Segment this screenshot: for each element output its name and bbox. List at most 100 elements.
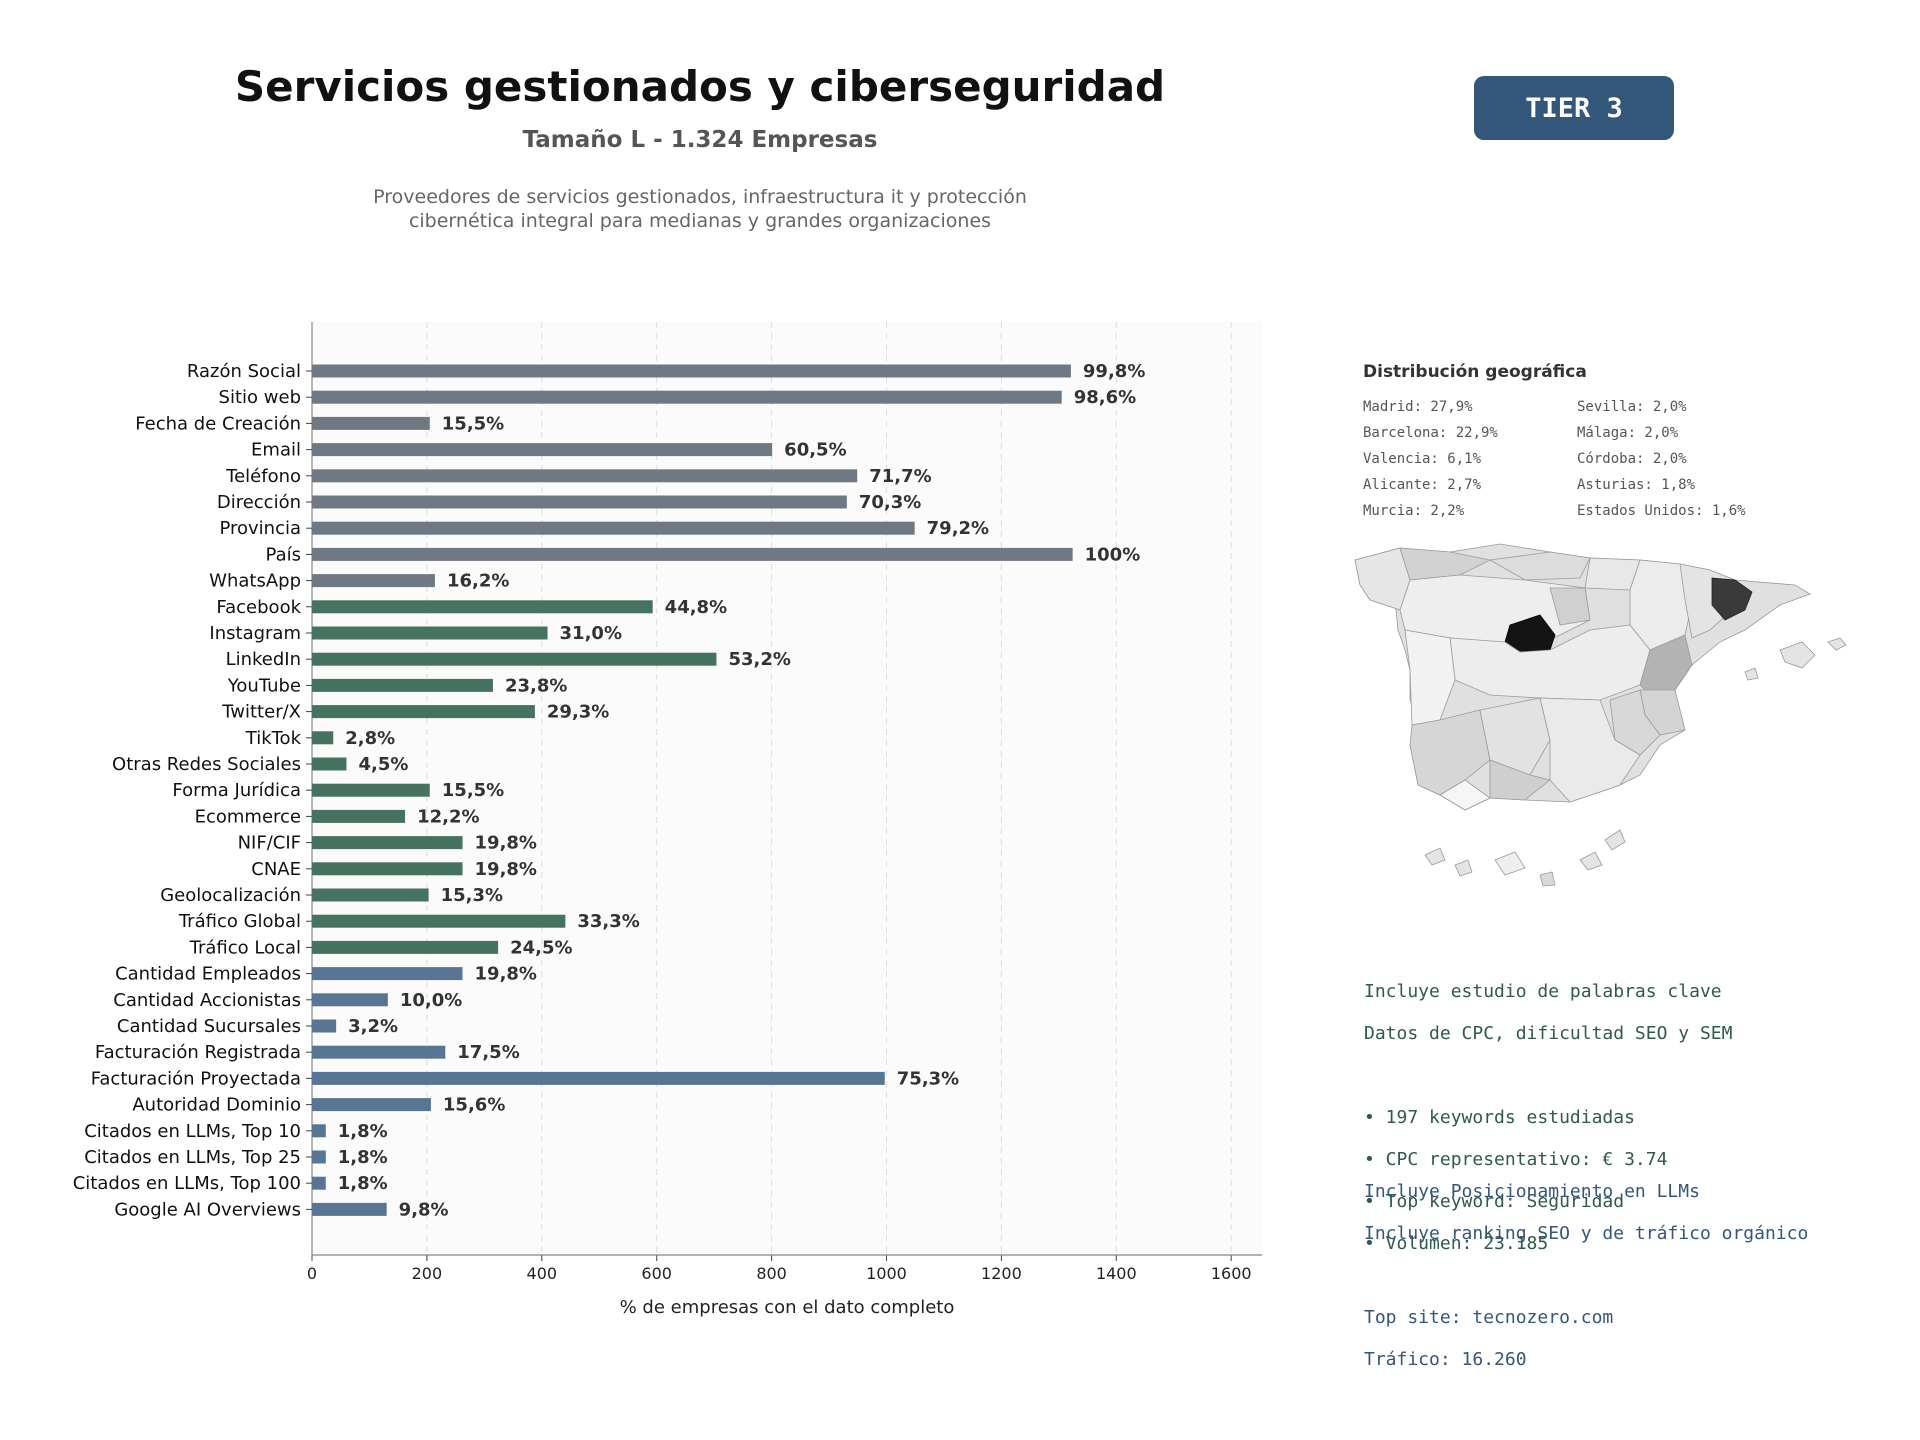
geo-item: Estados Unidos: 1,6% <box>1577 503 1746 519</box>
spain-province-map <box>1354 543 1847 887</box>
data-label: 16,2% <box>447 571 509 592</box>
y-tick-label: Fecha de Creación <box>135 413 301 434</box>
y-tick-label: Tráfico Global <box>178 911 301 932</box>
geo-item: Sevilla: 2,0% <box>1577 399 1687 415</box>
geo-item: Málaga: 2,0% <box>1577 425 1679 441</box>
bar <box>312 940 499 954</box>
keywords-line <box>1364 1065 1732 1086</box>
map-region-andalucia-center <box>1479 697 1551 776</box>
bar <box>312 1124 326 1138</box>
geo-item: Asturias: 1,8% <box>1577 477 1696 493</box>
bar <box>312 993 388 1007</box>
bar <box>312 652 717 666</box>
geo-item: Madrid: 27,9% <box>1363 399 1473 415</box>
keywords-line: • CPC representativo: € 3.74 <box>1364 1149 1668 1170</box>
y-tick-label: Citados en LLMs, Top 25 <box>84 1147 301 1168</box>
map-canary-2 <box>1454 859 1473 877</box>
data-label: 12,2% <box>417 806 479 827</box>
keywords-info: Incluye estudio de palabras clave Datos … <box>1364 960 1732 1275</box>
y-tick-label: Autoridad Dominio <box>132 1095 301 1116</box>
bar <box>312 626 548 640</box>
data-label: 71,7% <box>869 466 931 487</box>
y-tick-label: Sitio web <box>219 387 301 408</box>
bar <box>312 888 429 902</box>
bar <box>312 495 847 509</box>
y-tick-label: Google AI Overviews <box>114 1199 301 1220</box>
bar <box>312 705 535 719</box>
map-region-barcelona <box>1711 577 1753 621</box>
data-label: 1,8% <box>338 1121 388 1142</box>
map-canary-4 <box>1539 871 1556 887</box>
y-tick-label: Provincia <box>219 518 301 539</box>
data-label: 15,3% <box>441 885 503 906</box>
bar <box>312 574 435 588</box>
x-tick-label: 400 <box>527 1264 558 1283</box>
bar <box>312 390 1062 404</box>
y-tick-label: Facebook <box>216 597 301 618</box>
keywords-line: • 197 keywords estudiadas <box>1364 1107 1635 1128</box>
geo-item: Valencia: 6,1% <box>1363 451 1482 467</box>
data-label: 15,6% <box>443 1095 505 1116</box>
data-label: 1,8% <box>338 1173 388 1194</box>
keywords-line: • Top keyword: Seguridad <box>1364 1191 1625 1212</box>
data-label: 99,8% <box>1083 361 1145 382</box>
x-tick-label: 0 <box>307 1264 317 1283</box>
page-description: Proveedores de servicios gestionados, in… <box>300 185 1100 233</box>
data-label: 53,2% <box>728 649 790 670</box>
x-tick-label: 1000 <box>866 1264 907 1283</box>
llm-line <box>1364 1265 1808 1286</box>
data-label: 100% <box>1085 544 1141 565</box>
bar <box>312 1071 885 1085</box>
geo-item: Córdoba: 2,0% <box>1577 451 1687 467</box>
y-tick-label: Cantidad Empleados <box>115 964 301 985</box>
bar-chart: 0 200 400 600 800 1000 1200 1400 1600 % de empres… <box>73 322 1262 1318</box>
y-tick-label: Facturación Registrada <box>95 1042 301 1063</box>
geo-item: Barcelona: 22,9% <box>1363 425 1498 441</box>
data-label: 10,0% <box>400 990 462 1011</box>
y-tick-label: Dirección <box>217 492 301 513</box>
map-region-rioja <box>1549 587 1591 626</box>
geo-distribution-list: Madrid: 27,9% Sevilla: 2,0% Barcelona: 2… <box>1363 398 1783 520</box>
bar <box>312 914 566 928</box>
tier-badge: TIER 3 <box>1474 76 1674 140</box>
geo-item: Alicante: 2,7% <box>1363 477 1482 493</box>
y-tick-label: WhatsApp <box>209 571 301 592</box>
y-tick-label: Cantidad Sucursales <box>117 1016 301 1037</box>
data-label: 98,6% <box>1074 387 1136 408</box>
data-label: 19,8% <box>475 859 537 880</box>
keywords-line: • Volumen: 23.185 <box>1364 1233 1549 1254</box>
bar <box>312 1150 326 1164</box>
page-subtitle: Tamaño L - 1.324 Empresas <box>522 127 878 153</box>
y-tick-label: País <box>266 544 301 565</box>
x-tick-label: 600 <box>641 1264 672 1283</box>
bar <box>312 967 463 981</box>
data-label: 9,8% <box>399 1199 449 1220</box>
bar <box>312 836 463 850</box>
x-tick-label: 800 <box>756 1264 787 1283</box>
y-tick-label: Facturación Proyectada <box>91 1068 301 1089</box>
llm-line: Incluye ranking SEO y de tráfico orgánic… <box>1364 1223 1809 1244</box>
bar <box>312 1098 431 1112</box>
bar <box>312 862 463 876</box>
map-region-andalucia-east <box>1539 697 1641 803</box>
data-label: 44,8% <box>665 597 727 618</box>
bar <box>312 783 430 797</box>
bar <box>312 443 773 457</box>
y-tick-label: Instagram <box>209 623 301 644</box>
data-label: 2,8% <box>345 728 395 749</box>
data-label: 79,2% <box>927 518 989 539</box>
page-title: Servicios gestionados y ciberseguridad <box>234 62 1166 111</box>
data-label: 23,8% <box>505 675 567 696</box>
y-tick-label: Razón Social <box>187 361 301 382</box>
x-tick-label: 200 <box>412 1264 443 1283</box>
data-label: 24,5% <box>510 937 572 958</box>
y-tick-label: TikTok <box>245 728 302 749</box>
data-label: 19,8% <box>475 964 537 985</box>
y-tick-label: Ecommerce <box>195 806 301 827</box>
y-tick-label: Geolocalización <box>160 885 301 906</box>
data-label: 75,3% <box>897 1068 959 1089</box>
data-label: 31,0% <box>560 623 622 644</box>
y-tick-label: YouTube <box>227 675 301 696</box>
llm-line: Top site: tecnozero.com <box>1364 1307 1614 1328</box>
geo-distribution-title: Distribución geográfica <box>1363 362 1587 382</box>
